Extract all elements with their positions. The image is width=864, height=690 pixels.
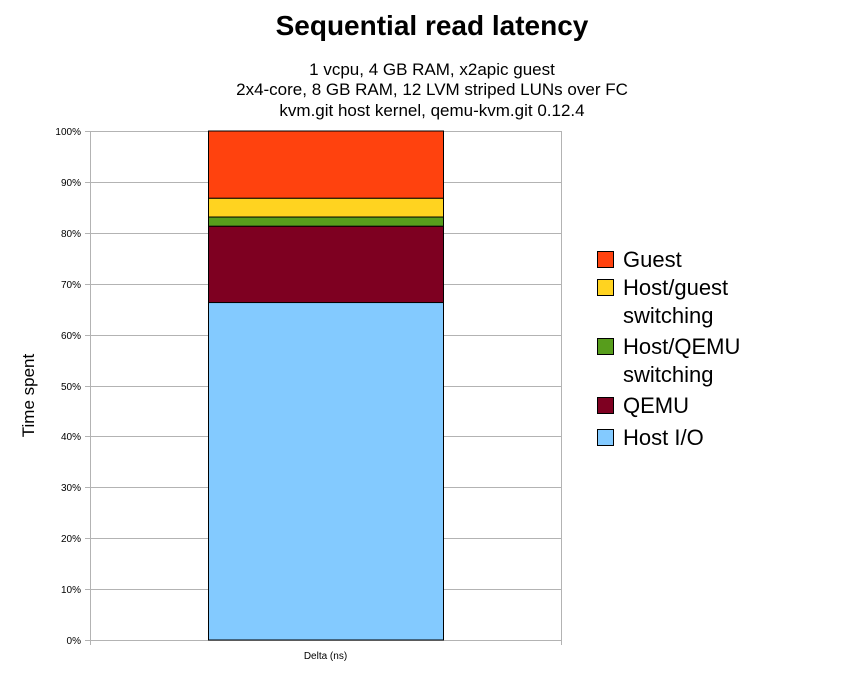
y-tick-label: 40% — [61, 432, 81, 443]
legend-label-guest: Guest — [623, 247, 682, 272]
y-tick-label: 30% — [61, 483, 81, 494]
y-tick-label: 10% — [61, 585, 81, 596]
chart-title: Sequential read latency — [275, 10, 589, 41]
y-tick-label: 20% — [61, 534, 81, 545]
x-tick-label: Delta (ns) — [304, 651, 347, 662]
y-tick-label: 70% — [61, 280, 81, 291]
legend-swatch-host-qemu-switching — [597, 338, 614, 355]
legend-label-qemu: QEMU — [623, 393, 689, 418]
chart-subtitle-line-2: 2x4-core, 8 GB RAM, 12 LVM striped LUNs … — [236, 80, 628, 99]
y-tick-label: 80% — [61, 229, 81, 240]
legend-item-qemu: QEMU — [597, 392, 753, 420]
y-tick-label: 50% — [61, 382, 81, 393]
legend-label-host-io: Host I/O — [623, 425, 704, 450]
y-tick-label: 60% — [61, 331, 81, 342]
legend-item-host-guest-switching: Host/guest switching — [597, 274, 753, 330]
legend-swatch-host-guest-switching — [597, 279, 614, 296]
chart-subtitle-line-1: 1 vcpu, 4 GB RAM, x2apic guest — [309, 60, 555, 79]
chart-legend: Guest Host/guest switching Host/QEMU swi… — [597, 246, 753, 452]
legend-swatch-host-io — [597, 429, 614, 446]
legend-item-guest: Guest — [597, 246, 753, 274]
y-axis-label: Time spent — [19, 354, 38, 438]
legend-item-host-qemu-switching: Host/QEMU switching — [597, 333, 753, 389]
legend-label-host-qemu-switching: Host/QEMU switching — [623, 334, 741, 387]
bar-segment-host-qemu-switching — [208, 216, 444, 227]
y-tick-label: 90% — [61, 178, 81, 189]
y-tick-label: 0% — [67, 636, 82, 647]
bar-segment-qemu — [208, 225, 444, 304]
legend-item-host-io: Host I/O — [597, 424, 753, 452]
bar-segment-guest — [208, 130, 444, 199]
legend-swatch-guest — [597, 251, 614, 268]
chart-subtitle-line-3: kvm.git host kernel, qemu-kvm.git 0.12.4 — [279, 101, 585, 120]
y-tick-label: 100% — [55, 127, 81, 138]
bar-segment-host-i-o — [208, 302, 444, 641]
legend-label-host-guest-switching: Host/guest switching — [623, 275, 729, 328]
legend-swatch-qemu — [597, 397, 614, 414]
bar-segment-host-guest-switching — [208, 197, 444, 218]
